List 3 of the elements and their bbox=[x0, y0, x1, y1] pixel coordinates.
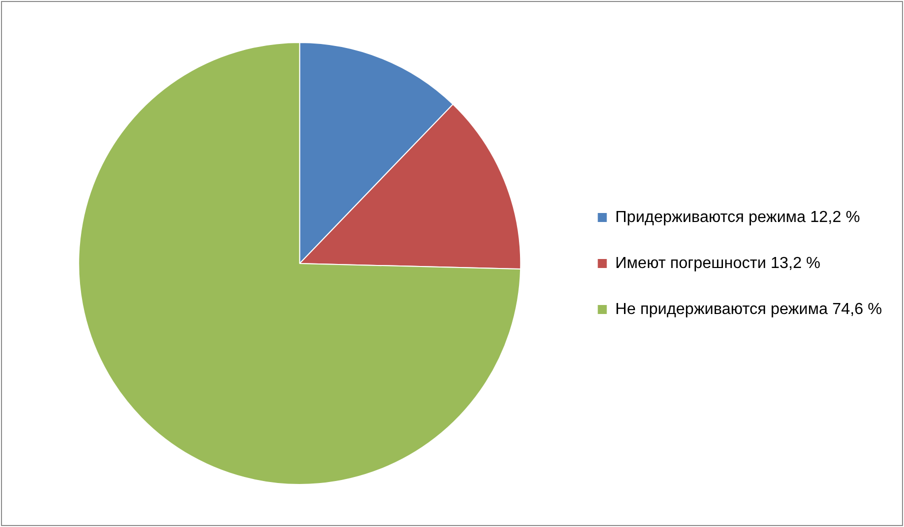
legend-label: Не придерживаются режима 74,6 % bbox=[615, 300, 882, 318]
legend-label: Придерживаются режима 12,2 % bbox=[615, 208, 860, 226]
legend-label: Имеют погрешности 13,2 % bbox=[615, 254, 820, 272]
